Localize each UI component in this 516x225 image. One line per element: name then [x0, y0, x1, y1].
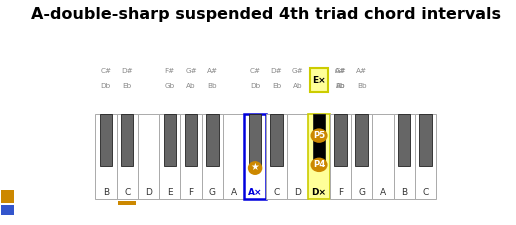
Text: B: B: [103, 189, 109, 198]
Bar: [356, 114, 368, 166]
Text: B: B: [401, 189, 407, 198]
Text: Db: Db: [101, 83, 111, 89]
Text: Bb: Bb: [335, 83, 345, 89]
Bar: [95, 114, 117, 199]
Bar: [420, 114, 432, 166]
Bar: [164, 114, 176, 166]
Text: C#: C#: [250, 68, 261, 74]
Bar: [121, 114, 133, 166]
Text: P5: P5: [313, 131, 325, 140]
Bar: [266, 114, 287, 199]
Text: Eb: Eb: [123, 83, 132, 89]
Text: D#: D#: [270, 68, 282, 74]
Bar: [249, 114, 261, 166]
Bar: [181, 114, 202, 199]
Text: G: G: [209, 189, 216, 198]
Bar: [330, 114, 351, 199]
Text: Ab: Ab: [335, 83, 345, 89]
Bar: [138, 114, 159, 199]
Bar: [159, 114, 181, 199]
Text: Bb: Bb: [357, 83, 366, 89]
Bar: [334, 114, 347, 166]
Bar: [309, 114, 330, 199]
Text: A-double-sharp suspended 4th triad chord intervals: A-double-sharp suspended 4th triad chord…: [31, 7, 501, 22]
Ellipse shape: [311, 158, 328, 172]
Text: Gb: Gb: [165, 83, 175, 89]
FancyBboxPatch shape: [310, 68, 328, 92]
Bar: [1, 190, 14, 202]
Text: basicmusictheory.com: basicmusictheory.com: [5, 65, 10, 133]
Text: G#: G#: [292, 68, 303, 74]
Text: A: A: [380, 189, 386, 198]
Text: D: D: [145, 189, 152, 198]
Bar: [206, 114, 219, 166]
Bar: [287, 114, 309, 199]
Text: G: G: [358, 189, 365, 198]
Ellipse shape: [311, 128, 328, 143]
Text: Ab: Ab: [186, 83, 196, 89]
Bar: [270, 114, 283, 166]
Text: E: E: [167, 189, 173, 198]
Text: G#: G#: [185, 68, 197, 74]
Text: A#: A#: [207, 68, 218, 74]
Bar: [118, 201, 136, 205]
Text: F: F: [188, 189, 194, 198]
Ellipse shape: [248, 161, 262, 175]
Text: C: C: [273, 189, 280, 198]
Bar: [100, 114, 112, 166]
Bar: [373, 114, 394, 199]
Text: P4: P4: [313, 160, 325, 169]
Text: D: D: [294, 189, 301, 198]
Bar: [351, 114, 373, 199]
Text: Eb: Eb: [272, 83, 281, 89]
Text: ★: ★: [251, 162, 260, 172]
Bar: [394, 114, 415, 199]
Text: A×: A×: [248, 189, 262, 198]
Text: A#: A#: [356, 68, 367, 74]
Text: E×: E×: [312, 76, 326, 85]
Text: A: A: [231, 189, 237, 198]
Text: G#: G#: [334, 68, 346, 74]
Text: D×: D×: [312, 189, 327, 198]
Bar: [185, 114, 197, 166]
Text: Ab: Ab: [293, 83, 302, 89]
Bar: [117, 114, 138, 199]
Bar: [415, 114, 436, 199]
Bar: [202, 114, 223, 199]
Text: Db: Db: [250, 83, 260, 89]
Bar: [313, 114, 325, 166]
Text: F: F: [338, 189, 343, 198]
Text: C#: C#: [100, 68, 111, 74]
Text: C: C: [423, 189, 429, 198]
Bar: [398, 114, 410, 166]
Text: F#: F#: [165, 68, 175, 74]
Text: A#: A#: [335, 68, 346, 74]
Text: Bb: Bb: [207, 83, 217, 89]
Bar: [223, 114, 245, 199]
Text: D#: D#: [121, 68, 133, 74]
Bar: [245, 114, 266, 199]
Text: C: C: [124, 189, 131, 198]
Bar: [1, 205, 14, 215]
